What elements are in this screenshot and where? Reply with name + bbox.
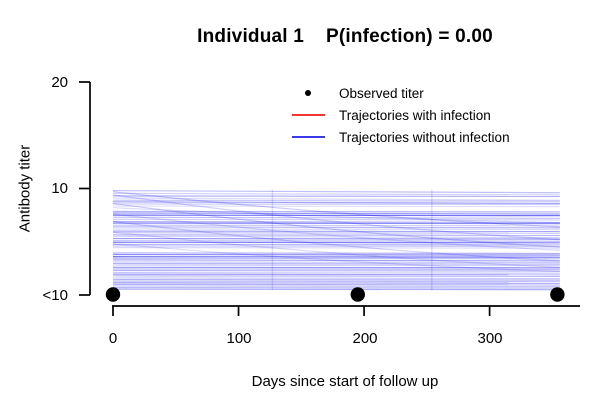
x-tick-label-100: 100 [226, 330, 252, 347]
trajectory-line [112, 268, 560, 271]
trajectory-line [112, 262, 560, 265]
trajectory-line [112, 275, 560, 277]
trajectory-line [112, 272, 560, 274]
trajectory-line [112, 218, 560, 221]
trajectory-line [112, 280, 560, 283]
trajectory-line [112, 245, 560, 248]
trajectory-line [112, 220, 560, 224]
x-tick-label-200: 200 [352, 330, 378, 347]
y-tick-label-10: 10 [51, 180, 68, 197]
observed-point [550, 287, 565, 302]
trajectory-line [112, 237, 560, 240]
trajectory-line [112, 235, 560, 239]
trajectory-line [112, 213, 560, 251]
trajectory-line [112, 190, 560, 194]
trajectory-line [112, 286, 560, 289]
trajectory-line [112, 202, 560, 248]
trajectory-line [112, 222, 560, 225]
blue-line-marker-icon [286, 136, 330, 138]
trajectory-line [112, 234, 560, 236]
legend-label-without-infection: Trajectories without infection [339, 129, 510, 145]
trajectory-line [112, 203, 560, 206]
trajectory-line [112, 191, 560, 228]
trajectory-line [112, 212, 560, 215]
trajectory-line [112, 228, 560, 231]
trajectory-line [112, 261, 560, 264]
trajectory-line [112, 216, 560, 219]
legend-item-observed: Observed titer [286, 82, 510, 104]
trajectory-line [112, 273, 560, 276]
trajectory-line [112, 283, 560, 286]
observed-point [350, 287, 365, 302]
trajectory-line [112, 195, 560, 198]
trajectory-line [112, 226, 560, 229]
trajectory-line [112, 192, 560, 196]
x-axis-label: Days since start of follow up [251, 373, 439, 390]
trajectory-line [112, 205, 560, 208]
trajectory-line [112, 269, 560, 272]
trajectory-line [112, 288, 560, 291]
y-tick-label-20: 20 [51, 74, 68, 91]
legend: Observed titer Trajectories with infecti… [286, 82, 510, 148]
chart-title: Individual 1 P(infection) = 0.00 [197, 26, 493, 47]
trajectory-line [112, 232, 560, 234]
trajectory-line [112, 243, 560, 246]
y-tick-label-lt10: <10 [42, 287, 68, 304]
trajectory-line [112, 266, 560, 269]
trajectory-line [112, 278, 560, 281]
trajectory-line [112, 259, 560, 262]
red-line-marker-icon [286, 114, 330, 116]
trajectory-line [112, 220, 560, 262]
legend-item-with-infection: Trajectories with infection [286, 104, 510, 126]
legend-label-with-infection: Trajectories with infection [339, 107, 491, 123]
trajectory-line [112, 210, 560, 213]
trajectory-line [112, 285, 560, 288]
trajectory-line [112, 214, 560, 217]
trajectory-line [112, 230, 560, 233]
x-tick-label-300: 300 [477, 330, 503, 347]
trajectory-line [112, 224, 560, 227]
trajectory-line [112, 253, 560, 256]
observed-point-marker-icon [286, 90, 330, 96]
trajectory-line [112, 257, 560, 260]
observed-point [105, 287, 121, 302]
trajectory-line [112, 247, 560, 249]
trajectory-line [112, 241, 560, 244]
trajectory-line [112, 256, 560, 258]
trajectory-line [112, 197, 560, 201]
trajectory-line [112, 194, 560, 241]
trajectory-line [112, 277, 560, 280]
trajectory-line [112, 231, 560, 268]
trajectory-line [112, 264, 560, 267]
trajectory-line [112, 201, 560, 205]
trajectory-line [112, 243, 560, 273]
trajectory-line [112, 199, 560, 202]
trajectory-line [112, 207, 560, 224]
legend-item-without-infection: Trajectories without infection [286, 126, 510, 148]
legend-label-observed: Observed titer [339, 85, 424, 101]
x-tick-label-0: 0 [108, 330, 118, 347]
trajectory-line [112, 252, 560, 255]
trajectory-line [112, 282, 560, 284]
trajectory-line [112, 240, 560, 242]
